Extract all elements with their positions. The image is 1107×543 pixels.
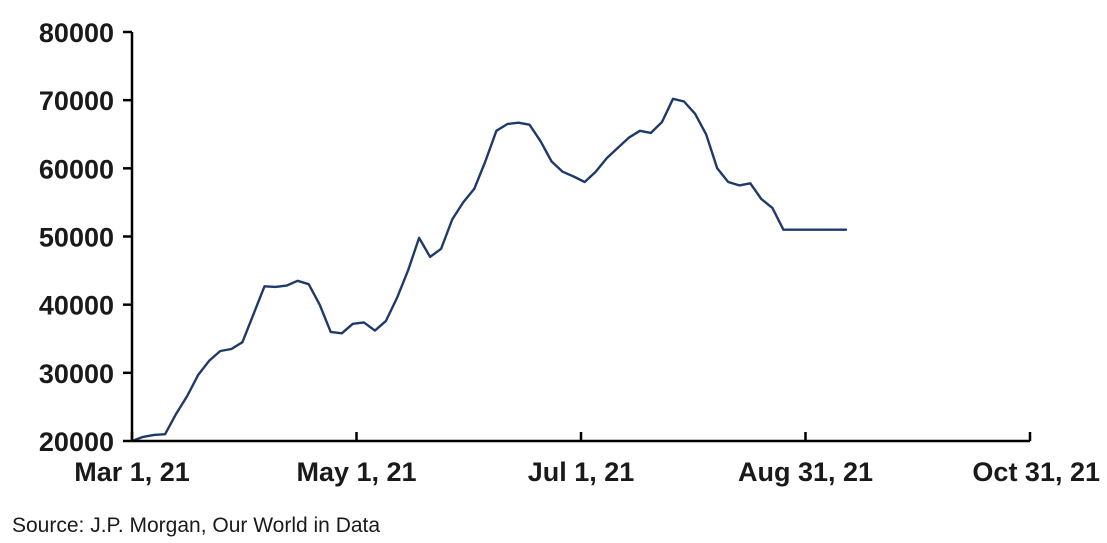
y-tick-label: 60000: [39, 154, 114, 184]
y-axis-ticks: 20000 30000 40000 50000 60000 70000 80000: [39, 18, 132, 457]
x-axis-ticks: Mar 1, 21 May 1, 21 Jul 1, 21 Aug 31, 21 Oct…: [74, 432, 1100, 487]
y-tick-label: 50000: [39, 223, 114, 253]
x-tick-label: Jul 1, 21: [528, 457, 635, 487]
x-tick-label: May 1, 21: [296, 457, 416, 487]
y-tick-label: 30000: [39, 359, 114, 389]
x-tick-label: Oct 31, 21: [972, 457, 1100, 487]
y-tick-label: 80000: [39, 18, 114, 48]
y-tick-label: 20000: [39, 427, 114, 457]
y-tick-label: 70000: [39, 86, 114, 116]
x-tick-label: Mar 1, 21: [74, 457, 190, 487]
x-tick-label: Aug 31, 21: [738, 457, 873, 487]
series-line: [130, 97, 848, 443]
y-tick-label: 40000: [39, 291, 114, 321]
source-note: Source: J.P. Morgan, Our World in Data: [12, 514, 380, 537]
